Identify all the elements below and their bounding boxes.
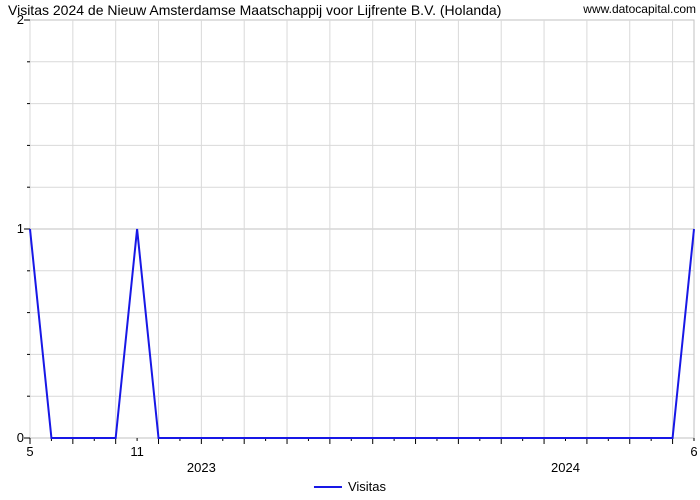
x-tick-label: 5: [26, 444, 33, 459]
x-year-label: 2023: [187, 460, 216, 475]
y-tick-label: 0: [4, 430, 24, 445]
legend-swatch: [314, 486, 342, 488]
x-tick-label: 6: [690, 444, 697, 459]
legend-label: Visitas: [348, 479, 386, 494]
legend: Visitas: [314, 479, 386, 494]
chart-plot: [0, 0, 700, 500]
x-year-label: 2024: [551, 460, 580, 475]
y-tick-label: 1: [4, 221, 24, 236]
x-tick-label: 11: [130, 444, 144, 459]
y-tick-label: 2: [4, 12, 24, 27]
